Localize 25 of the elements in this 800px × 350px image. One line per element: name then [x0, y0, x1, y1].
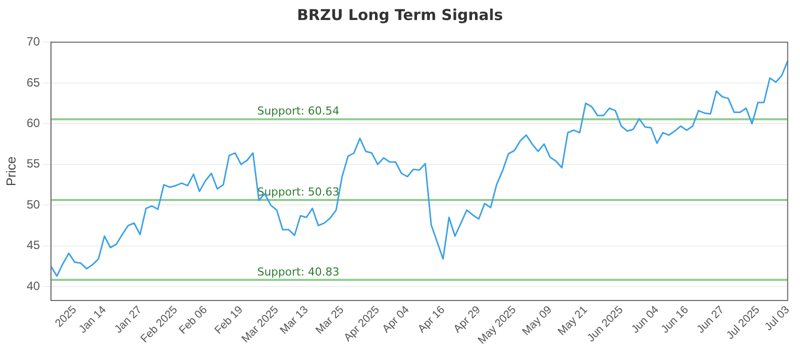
ref-line-label: Support: 40.83 — [257, 265, 340, 278]
x-tick-label: Apr 04 — [380, 304, 412, 336]
y-axis-title: Price — [3, 156, 18, 186]
x-tick-label: Jun 04 — [629, 304, 662, 336]
ref-line-label: Support: 60.54 — [257, 104, 340, 118]
x-tick-label: Jul 03 — [762, 304, 792, 334]
x-tick-label: Apr 16 — [416, 304, 448, 336]
y-tick-label: 55 — [26, 156, 40, 171]
x-tick-label: Jan 14 — [76, 304, 109, 336]
x-tick-label: Feb 19 — [212, 304, 246, 337]
y-tick-label: 70 — [26, 34, 40, 49]
x-tick-label: Feb 06 — [176, 304, 210, 337]
y-tick-label: 65 — [26, 75, 40, 90]
y-tick-label: 45 — [26, 238, 40, 252]
x-tick-label: May 09 — [520, 304, 554, 338]
x-tick-label: May 21 — [556, 304, 590, 338]
chart-title: BRZU Long Term Signals — [296, 5, 504, 26]
x-tick-label: Mar 13 — [278, 304, 311, 337]
x-tick-label: Mar 25 — [314, 304, 346, 337]
y-tick-label: 60 — [26, 116, 40, 130]
x-tick-label: Apr 29 — [452, 304, 483, 336]
x-tick-label: Jun 16 — [659, 304, 691, 336]
y-tick-label: 40 — [26, 278, 40, 293]
x-tick-label: Jun 27 — [694, 304, 727, 336]
y-tick-label: 50 — [26, 197, 40, 212]
